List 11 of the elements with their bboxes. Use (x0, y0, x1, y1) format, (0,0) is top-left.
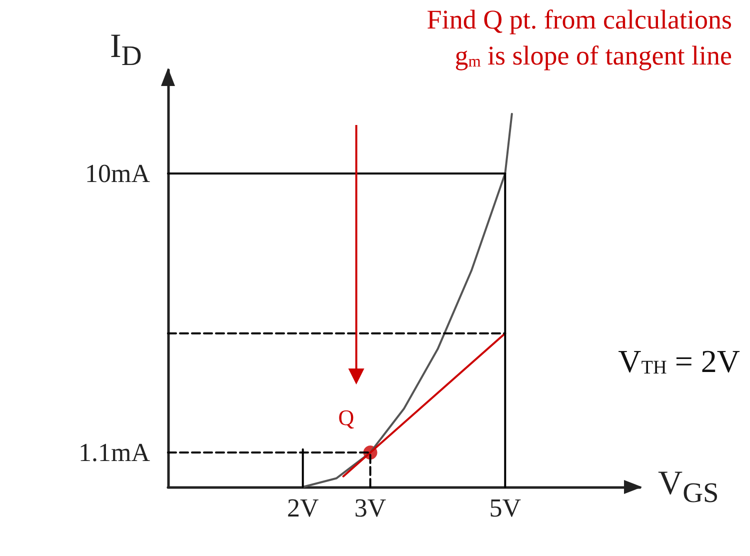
annotation: Q (338, 404, 354, 430)
y-tick-label: 1.1mA (78, 438, 150, 468)
annotation: gm is slope of tangent line (454, 40, 732, 71)
x-tick-label: 3V (354, 494, 386, 522)
x-axis-title: V$_{GS}$ (658, 465, 719, 509)
y-axis-title: I$_{D}$ (110, 28, 142, 72)
y-tick-label: 10mA (85, 158, 150, 188)
x-tick-label: 2V (286, 494, 319, 522)
text: Find Q pt. from calculations (426, 4, 732, 34)
annotation: VTH = 2V (618, 343, 740, 379)
x-tick-label: 5V (489, 494, 522, 522)
